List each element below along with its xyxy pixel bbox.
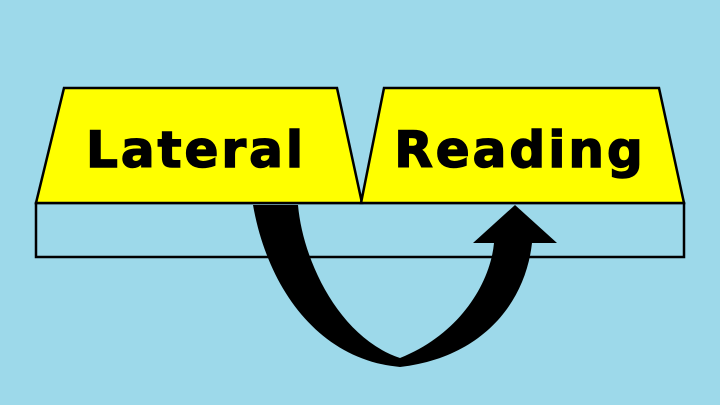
- curved-arrow-icon: [253, 205, 557, 367]
- card-reading: Reading: [359, 86, 686, 205]
- card-reading-label: Reading: [394, 121, 645, 179]
- card-lateral-label: Lateral: [86, 121, 306, 179]
- shelf-platform: [34, 201, 686, 259]
- card-reading-body: [359, 86, 686, 205]
- card-lateral: Lateral: [34, 86, 364, 205]
